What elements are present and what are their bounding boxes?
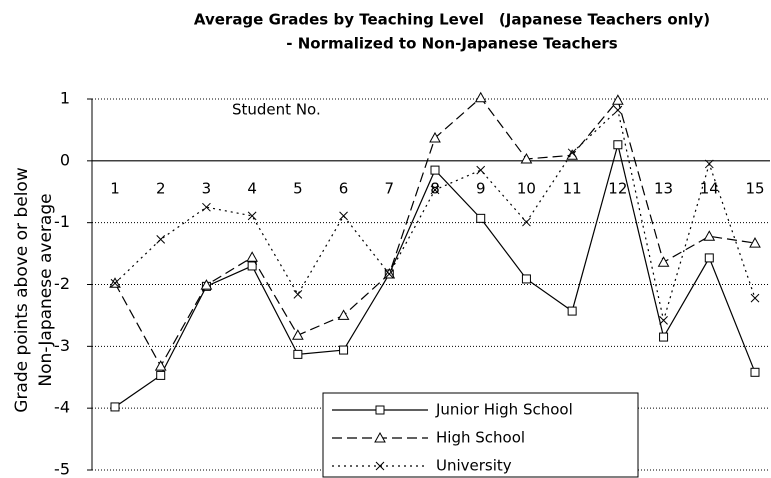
x-tick-label: 7 [385, 179, 395, 197]
point [384, 269, 394, 279]
x-tick-label: 8 [430, 179, 440, 197]
point [522, 217, 531, 227]
x-tick-label: 14 [700, 179, 719, 197]
point [156, 370, 166, 380]
point [476, 165, 486, 175]
point [704, 253, 714, 263]
x-tick-label: 9 [476, 179, 486, 197]
y-tick-label: 1 [60, 89, 70, 108]
x-tick-label: 10 [517, 179, 536, 197]
point [247, 211, 257, 221]
x-tick-label: 2 [156, 179, 166, 197]
point [110, 278, 120, 288]
point [429, 131, 441, 143]
point [339, 211, 348, 221]
x-tick-label: 1 [110, 179, 120, 197]
x-tick-label: 11 [563, 179, 582, 197]
x-tick-label: 3 [202, 179, 212, 197]
point [374, 431, 386, 443]
point [520, 152, 533, 164]
point [750, 367, 760, 377]
point [375, 461, 385, 471]
point [521, 274, 531, 284]
y-tick-label: -5 [54, 460, 70, 478]
y-tick-label: -1 [54, 212, 70, 231]
point [110, 402, 120, 412]
point [704, 159, 714, 169]
point [613, 140, 623, 150]
legend-label: High School [436, 429, 525, 447]
legend-label: Junior High School [435, 401, 573, 419]
point [749, 237, 761, 248]
point [703, 230, 716, 241]
x-tick-label: 5 [293, 179, 303, 197]
point [430, 165, 440, 175]
point [337, 309, 350, 320]
chart-subtitle: - Normalized to Non-Japanese Teachers [286, 35, 617, 53]
x-tick-label: 13 [654, 179, 673, 197]
point [612, 94, 624, 105]
point [339, 345, 349, 355]
point [659, 332, 669, 342]
point [750, 293, 760, 303]
point [430, 185, 440, 195]
point [154, 360, 167, 371]
point [375, 405, 385, 415]
point [476, 213, 486, 223]
y-tick-label: -3 [54, 336, 70, 355]
chart-title: Average Grades by Teaching Level (Japane… [194, 11, 710, 29]
point [567, 148, 577, 158]
y-tick-label: -2 [54, 274, 70, 293]
point [292, 329, 304, 340]
legend-label: University [436, 457, 512, 475]
x-tick-label: 4 [247, 179, 257, 197]
point [202, 202, 211, 212]
point [567, 306, 577, 316]
x-tick-label: 6 [339, 179, 349, 197]
point [156, 235, 166, 244]
y-tick-label: 0 [60, 150, 70, 169]
point [293, 290, 303, 299]
y-axis-label: Grade points above or below [12, 167, 32, 413]
annotation: Student No. [232, 101, 321, 119]
point [200, 279, 213, 290]
point [659, 316, 668, 325]
point [293, 349, 303, 359]
y-axis-label: Non-Japanese average [36, 193, 56, 386]
point [247, 261, 257, 271]
y-tick-label: -4 [54, 398, 70, 417]
point [657, 256, 670, 267]
point [246, 251, 258, 262]
x-tick-label: 12 [608, 179, 627, 197]
point [474, 91, 487, 103]
point [613, 105, 623, 115]
x-tick-label: 15 [745, 179, 764, 197]
